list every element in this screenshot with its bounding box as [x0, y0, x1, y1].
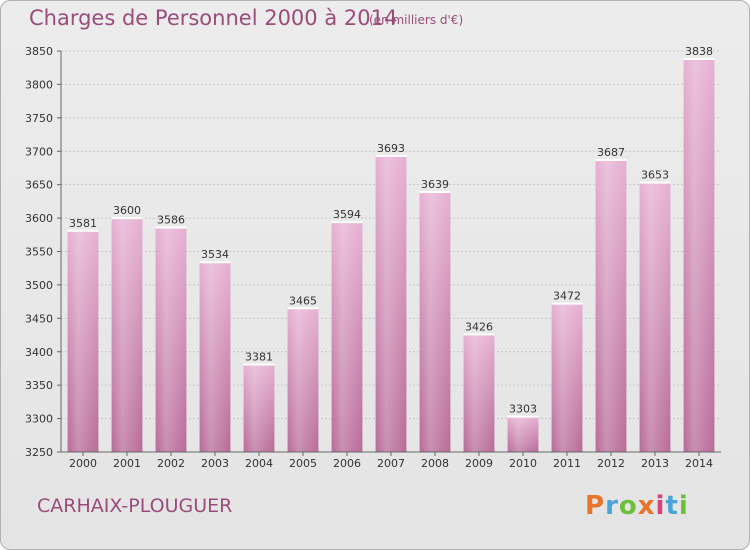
y-tick-label: 3700 [25, 145, 53, 158]
data-label-2004: 3381 [245, 350, 273, 363]
logo-letter: r [605, 491, 619, 521]
x-tick-label-2012: 2012 [597, 457, 625, 470]
logo-letter: o [618, 491, 638, 521]
data-label-2012: 3687 [597, 146, 625, 159]
x-tick-label-2008: 2008 [421, 457, 449, 470]
bar-shine-2007 [375, 155, 407, 452]
y-tick-label: 3850 [25, 45, 53, 58]
bar-shine-2008 [419, 192, 451, 453]
chart-title: Charges de Personnel 2000 à 2014 [29, 6, 398, 30]
proxiti-logo[interactable]: Proxiti [585, 491, 689, 521]
bar-shine-2004 [243, 364, 275, 452]
bar-shine-2013 [639, 182, 671, 452]
data-label-2001: 3600 [113, 204, 141, 217]
data-label-2000: 3581 [69, 217, 97, 230]
axes: 3250 3300 3350 3400 3450 3500 3550 3600 3650 3700… [25, 45, 721, 470]
data-label-2007: 3693 [377, 142, 405, 155]
y-tick-label: 3500 [25, 279, 53, 292]
data-label-2006: 3594 [333, 208, 361, 221]
logo-letter: i [655, 491, 666, 521]
y-tick-label: 3750 [25, 112, 53, 125]
x-tick-label-2009: 2009 [465, 457, 493, 470]
bar-shine-2009 [463, 334, 495, 452]
y-tick-label: 3450 [25, 312, 53, 325]
bar-shine-2000 [67, 230, 99, 452]
x-tick-label-2014: 2014 [685, 457, 713, 470]
commune-name: CARHAIX-PLOUGUER [37, 495, 233, 517]
data-label-2011: 3472 [553, 290, 581, 303]
logo-letter: P [585, 491, 606, 521]
data-label-2014: 3838 [685, 45, 713, 58]
x-tick-label-2000: 2000 [69, 457, 97, 470]
x-tick-label-2010: 2010 [509, 457, 537, 470]
x-tick-label-2002: 2002 [157, 457, 185, 470]
bar-shine-2001 [111, 218, 143, 452]
y-tick-label: 3300 [25, 413, 53, 426]
x-tick-label-2007: 2007 [377, 457, 405, 470]
data-label-2008: 3639 [421, 178, 449, 191]
y-tick-label: 3350 [25, 379, 53, 392]
bar-shine-2003 [199, 262, 231, 452]
bar-shine-2012 [595, 159, 627, 452]
y-tick-label: 3800 [25, 78, 53, 91]
y-tick-label: 3600 [25, 212, 53, 225]
x-tick-label-2001: 2001 [113, 457, 141, 470]
data-label-2009: 3426 [465, 320, 493, 333]
y-tick-label: 3250 [25, 446, 53, 459]
bar-shine-2014 [683, 59, 715, 453]
x-tick-label-2013: 2013 [641, 457, 669, 470]
y-tick-label: 3550 [25, 246, 53, 259]
bar-shine-2011 [551, 303, 583, 452]
bar-shine-2005 [287, 308, 319, 452]
x-tick-label-2003: 2003 [201, 457, 229, 470]
x-tick-label-2005: 2005 [289, 457, 317, 470]
y-tick-label: 3400 [25, 346, 53, 359]
x-tick-label-2006: 2006 [333, 457, 361, 470]
data-label-2005: 3465 [289, 294, 317, 307]
chart-subtitle: (en milliers d'€) [369, 13, 464, 27]
y-tick-label: 3650 [25, 179, 53, 192]
bar-shine-2002 [155, 227, 187, 452]
data-label-2013: 3653 [641, 169, 669, 182]
logo-letter: i [678, 491, 689, 521]
bar-shine-2006 [331, 222, 363, 452]
x-tick-label-2004: 2004 [245, 457, 273, 470]
logo-letter: x [637, 491, 656, 521]
bars: 3581 3600 3586 3534 3381 3465 3594 3693 3639 3426… [67, 45, 715, 453]
data-label-2010: 3303 [509, 403, 537, 416]
bar-shine-2010 [507, 416, 539, 452]
logo-letter: t [665, 491, 679, 521]
data-label-2002: 3586 [157, 213, 185, 226]
x-tick-label-2011: 2011 [553, 457, 581, 470]
data-label-2003: 3534 [201, 248, 229, 261]
